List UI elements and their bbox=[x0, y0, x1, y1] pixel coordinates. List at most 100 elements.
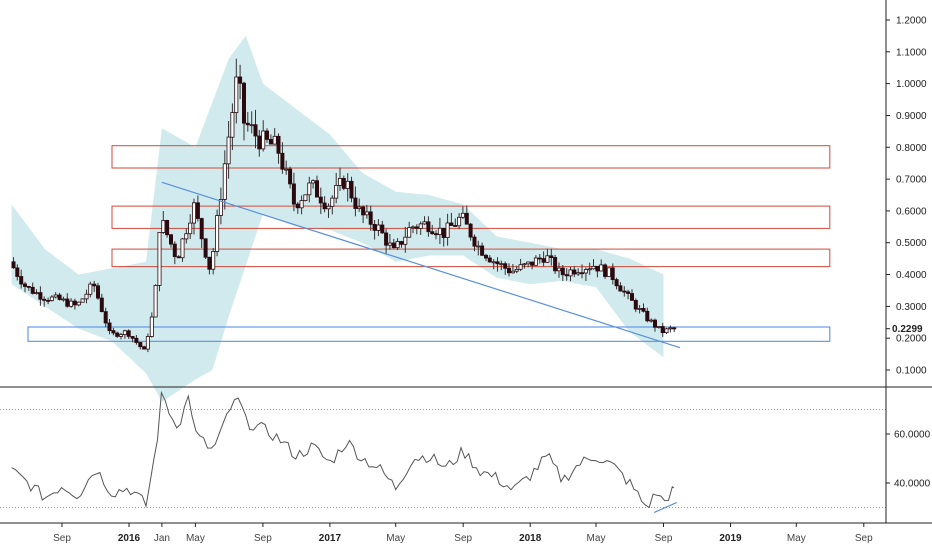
x-tick-label[interactable]: Sep bbox=[53, 533, 71, 544]
x-tick-year-label[interactable]: 2016 bbox=[118, 533, 141, 544]
candle-body bbox=[518, 264, 523, 270]
candle-body bbox=[184, 233, 189, 240]
candle-body bbox=[34, 292, 39, 295]
candle-body bbox=[345, 180, 350, 189]
candle-body bbox=[122, 330, 127, 335]
candle-body bbox=[268, 138, 273, 145]
candle-body bbox=[253, 124, 258, 137]
candle-body bbox=[464, 212, 469, 225]
x-tick-label[interactable]: Sep bbox=[855, 533, 873, 544]
candle-body bbox=[430, 231, 435, 235]
x-tick-label[interactable]: Sep bbox=[254, 533, 272, 544]
candle-body bbox=[533, 257, 538, 266]
x-tick-year-label[interactable]: 2017 bbox=[319, 533, 342, 544]
x-tick-label[interactable]: Sep bbox=[655, 533, 673, 544]
candle-body bbox=[660, 326, 665, 333]
candle-body bbox=[376, 224, 381, 231]
y-tick-label[interactable]: 0.3000 bbox=[896, 302, 927, 313]
candle-body bbox=[545, 255, 550, 263]
candle-body bbox=[503, 263, 508, 269]
candle-body bbox=[149, 316, 154, 337]
y-tick-label[interactable]: 0.6000 bbox=[896, 206, 927, 217]
y-tick-label[interactable]: 0.9000 bbox=[896, 111, 927, 122]
y-tick-label[interactable]: 0.8000 bbox=[896, 143, 927, 154]
y-tick-label[interactable]: 0.4000 bbox=[896, 270, 927, 281]
x-tick-label[interactable]: Jan bbox=[154, 533, 170, 544]
y-tick-label[interactable]: 0.2000 bbox=[896, 334, 927, 345]
candle-body bbox=[30, 286, 35, 294]
candle-body bbox=[11, 261, 16, 269]
x-tick-label[interactable]: May bbox=[787, 533, 806, 544]
candle-body bbox=[111, 330, 116, 334]
candle-body bbox=[368, 211, 373, 225]
candle-body bbox=[499, 263, 504, 266]
x-tick-year-label[interactable]: 2019 bbox=[719, 533, 742, 544]
candle-body bbox=[57, 294, 62, 300]
candle-body bbox=[495, 261, 500, 265]
candle-body bbox=[261, 130, 266, 150]
y-tick-label[interactable]: 0.7000 bbox=[896, 175, 927, 186]
y-tick-label[interactable]: 0.5000 bbox=[896, 238, 927, 249]
candle-body bbox=[414, 226, 419, 229]
candle-body bbox=[372, 223, 377, 231]
x-axis-ticks[interactable]: Sep 2016 Jan May Sep 2017 May Sep 2018 May Sep 2019… bbox=[53, 523, 873, 544]
y-tick-label[interactable]: 1.0000 bbox=[896, 79, 927, 90]
x-tick-label[interactable]: Sep bbox=[454, 533, 472, 544]
candle-body bbox=[606, 267, 611, 277]
current-price-label[interactable]: 0.2299 bbox=[892, 324, 923, 335]
candle-body bbox=[526, 261, 531, 265]
candle-body bbox=[364, 211, 369, 216]
candle-body bbox=[241, 82, 246, 124]
candle-body bbox=[222, 163, 227, 200]
candle-body bbox=[626, 291, 631, 294]
candle-body bbox=[472, 236, 477, 247]
candle-body bbox=[49, 296, 54, 301]
candle-body bbox=[649, 319, 654, 322]
candle-body bbox=[99, 297, 104, 313]
candle-body bbox=[107, 322, 112, 331]
x-tick-label[interactable]: May bbox=[386, 533, 405, 544]
candle-body bbox=[88, 283, 93, 295]
candle-body bbox=[391, 242, 396, 249]
candle-body bbox=[138, 342, 143, 348]
candle-body bbox=[422, 221, 427, 225]
candle-body bbox=[284, 168, 289, 171]
candle-body bbox=[215, 215, 220, 252]
candle-body bbox=[514, 268, 519, 272]
candle-body bbox=[153, 284, 158, 318]
candle-body bbox=[334, 184, 339, 199]
y-axis-ticks[interactable]: 1.2000 1.1000 1.0000 0.9000 0.8000 0.7000 0.60… bbox=[886, 16, 931, 490]
candle-body bbox=[387, 242, 392, 246]
candle-body bbox=[76, 301, 81, 306]
candle-body bbox=[318, 196, 323, 204]
candle-body bbox=[449, 222, 454, 226]
x-tick-label[interactable]: May bbox=[587, 533, 606, 544]
candle-body bbox=[595, 265, 600, 272]
candle-body bbox=[541, 258, 546, 263]
osc-y-tick-label[interactable]: 60.0000 bbox=[894, 430, 931, 441]
candle-body bbox=[407, 227, 412, 238]
x-tick-label[interactable]: May bbox=[186, 533, 205, 544]
candle-body bbox=[299, 200, 304, 209]
candle-body bbox=[15, 267, 20, 277]
candle-body bbox=[230, 112, 235, 138]
candle-body bbox=[245, 122, 250, 126]
candle-body bbox=[457, 216, 462, 227]
candle-body bbox=[145, 336, 150, 350]
x-tick-year-label[interactable]: 2018 bbox=[519, 533, 542, 544]
candle-body bbox=[161, 219, 166, 233]
bollinger-band-area bbox=[11, 35, 664, 402]
candle-body bbox=[468, 223, 473, 238]
y-tick-label[interactable]: 1.1000 bbox=[896, 47, 927, 58]
candle-body bbox=[295, 203, 300, 209]
y-tick-label[interactable]: 0.1000 bbox=[896, 366, 927, 377]
candle-body bbox=[553, 257, 558, 272]
candle-body bbox=[437, 227, 442, 236]
candle-body bbox=[599, 264, 604, 272]
candle-body bbox=[353, 197, 358, 209]
candle-body bbox=[65, 298, 70, 307]
candle-body bbox=[537, 257, 542, 260]
y-tick-label[interactable]: 1.2000 bbox=[896, 16, 927, 27]
candle-body bbox=[453, 225, 458, 227]
osc-y-tick-label[interactable]: 40.0000 bbox=[894, 479, 931, 490]
